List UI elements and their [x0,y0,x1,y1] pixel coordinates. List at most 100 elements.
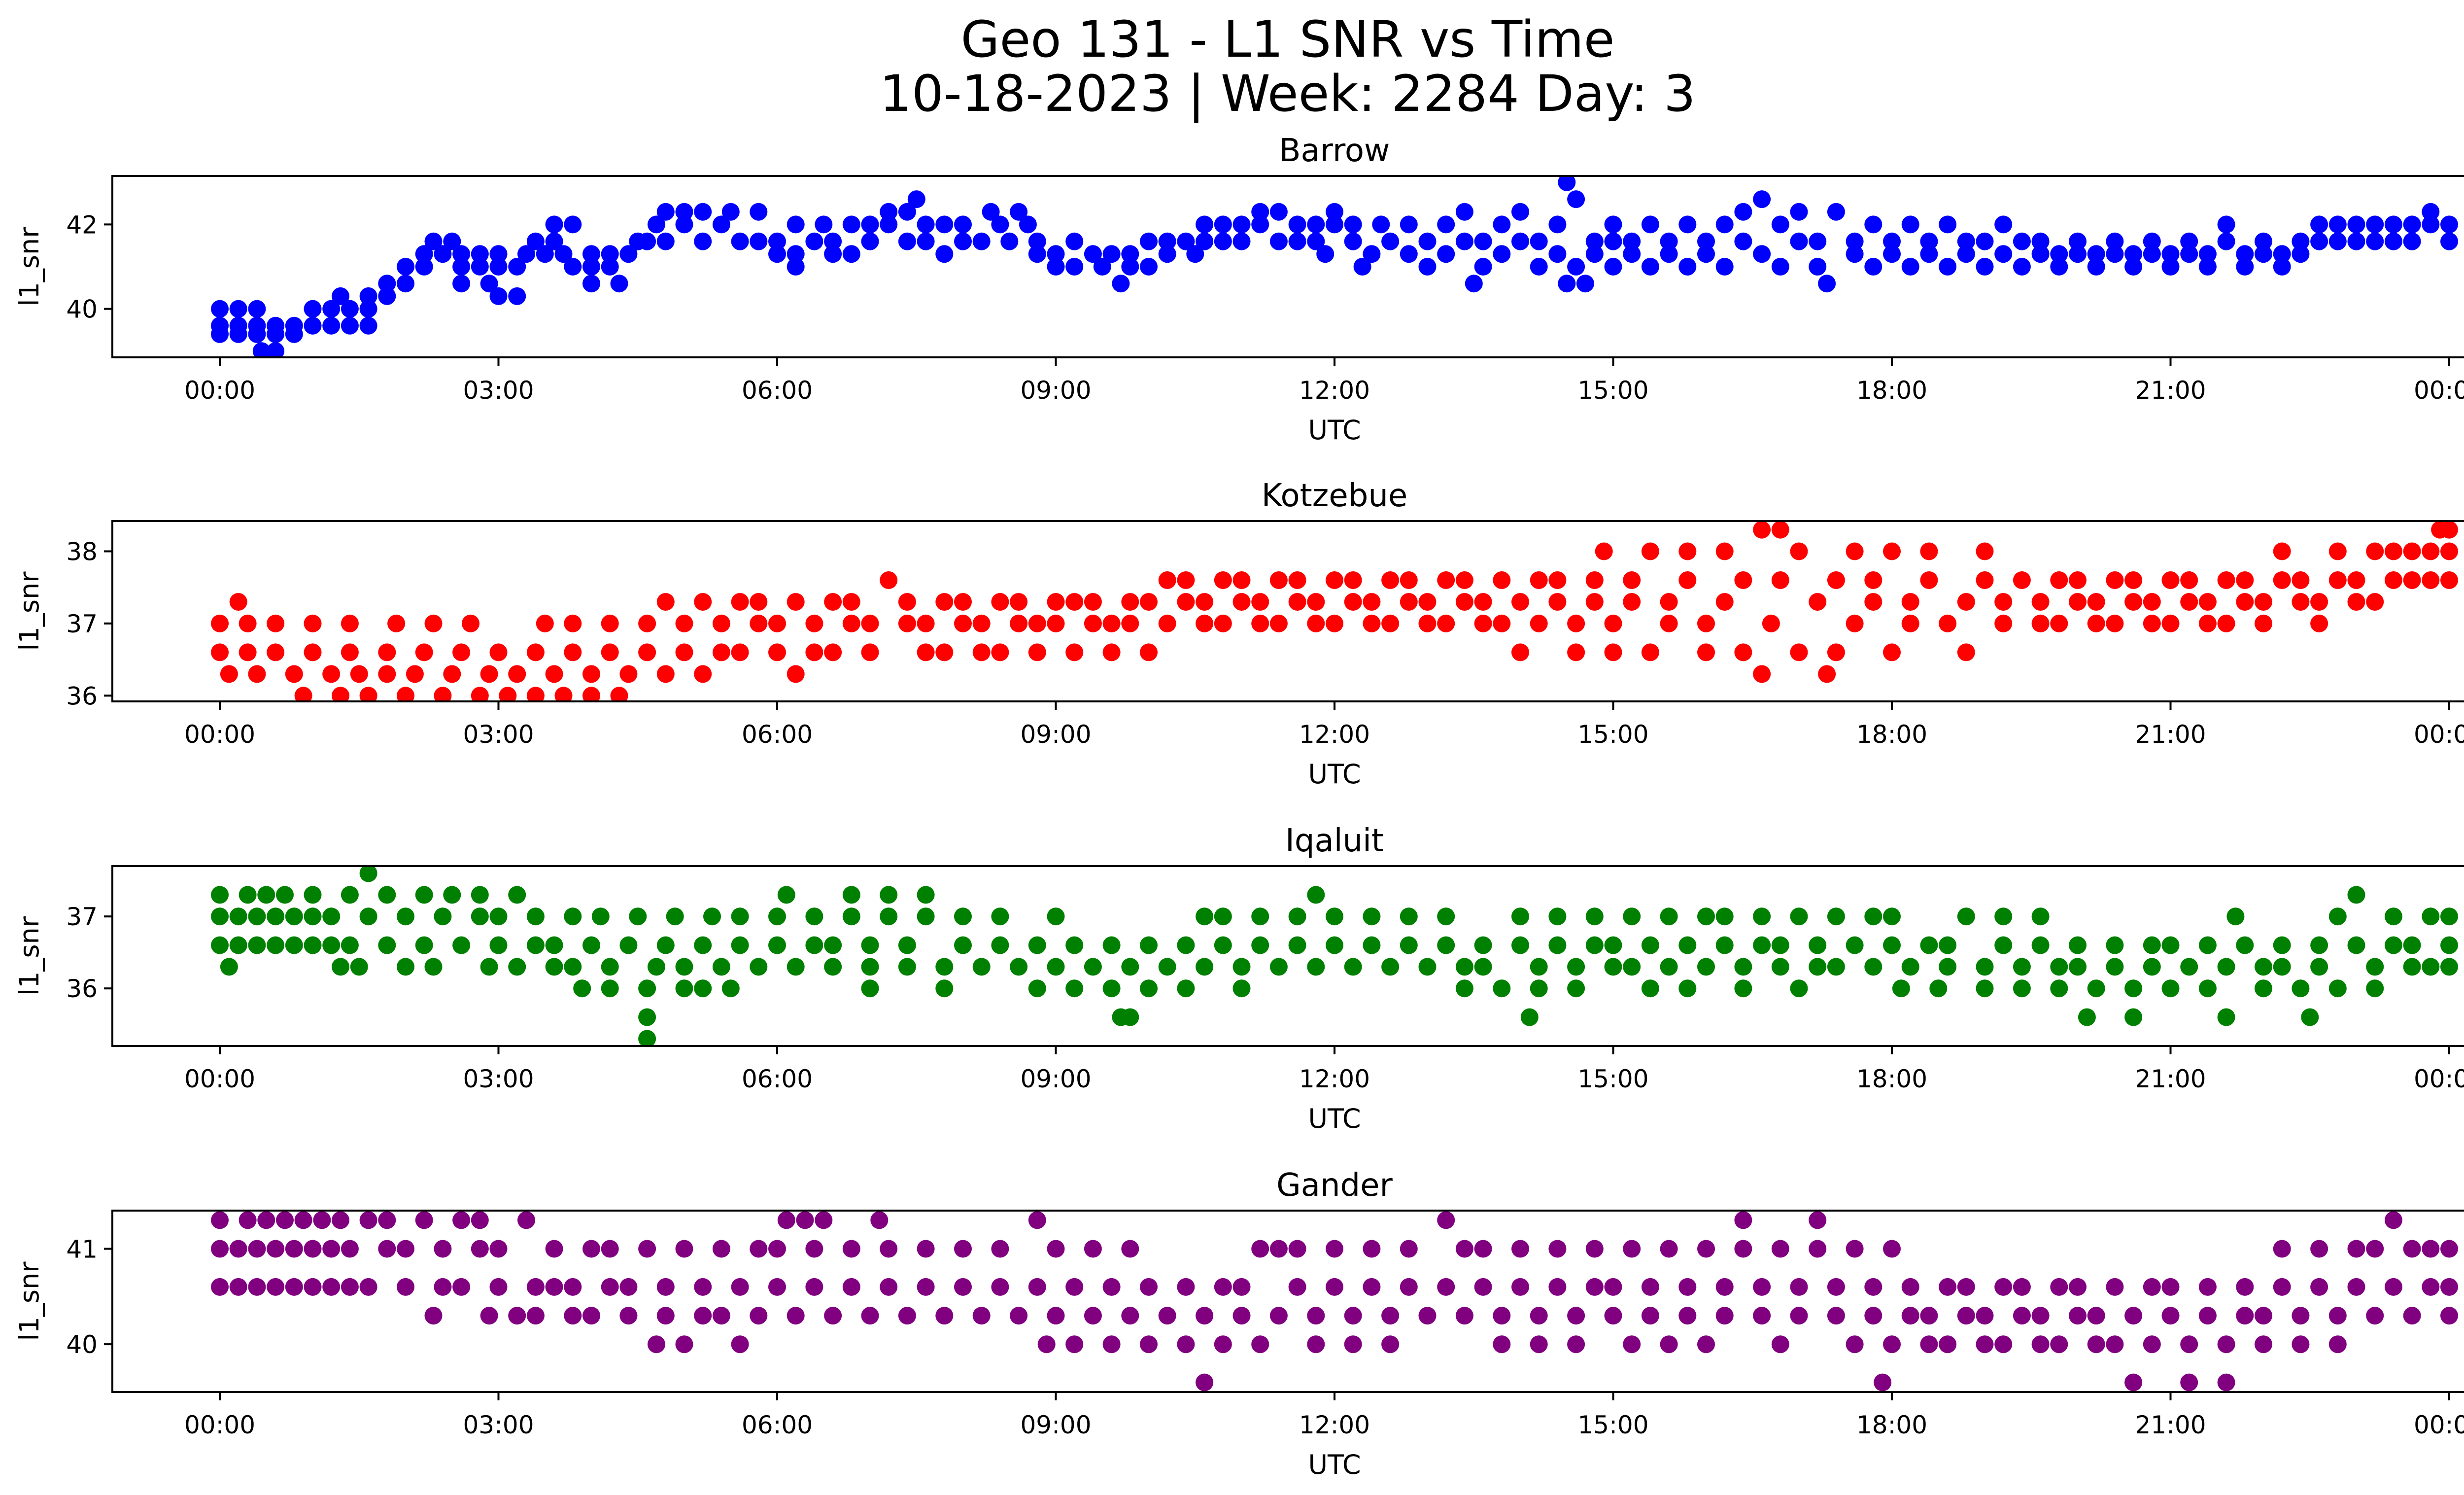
data-point [1437,1211,1455,1229]
data-point [750,614,768,632]
data-point [1326,1240,1343,1258]
data-point [1363,936,1381,954]
data-point [2403,936,2421,954]
data-point [805,614,823,632]
data-point [1065,258,1084,276]
data-point [1660,958,1678,976]
x-tick-label: 21:00 [2135,1411,2206,1439]
data-point [907,190,925,209]
data-point [638,979,656,998]
data-point [1344,1335,1362,1354]
data-point [2143,936,2161,954]
data-point [1084,614,1102,632]
data-point [545,1278,563,1296]
x-axis-label: UTC [1308,1103,1361,1134]
data-point [1158,571,1176,589]
data-point [304,936,322,954]
data-point [2087,245,2105,263]
data-point [1715,1307,1734,1325]
data-point [1363,1278,1381,1296]
data-point [712,1307,730,1325]
data-point [787,245,805,263]
data-point [2236,593,2254,611]
data-point [1753,936,1771,954]
data-point [2366,979,2384,998]
data-point [545,1240,563,1258]
data-point [731,643,749,661]
data-point [2328,571,2347,589]
data-point [424,232,443,250]
data-point [1901,593,1919,611]
data-point [1400,245,1418,263]
data-point [304,643,322,661]
data-point [1493,245,1511,263]
data-point [1010,1307,1028,1325]
data-point [1641,258,1659,276]
data-point [954,215,972,234]
data-point [1994,907,2013,926]
subplot-gander: Gander 00:00 03:00 06:00 09:00 12:00 15:00 18:0… [14,1167,2464,1480]
data-point [1901,1307,1919,1325]
data-point [536,245,554,263]
data-point [332,958,349,976]
data-point [861,958,879,976]
data-point [434,245,452,263]
data-point [508,886,526,904]
data-point [861,614,879,632]
data-point [1474,936,1492,954]
data-point [1790,542,1808,560]
data-point [917,614,935,632]
data-point [601,614,619,632]
data-point [1790,203,1808,221]
data-point [2013,258,2031,276]
data-point [861,936,879,954]
data-point [582,245,600,263]
data-point [1140,979,1158,998]
data-point [610,687,628,701]
data-point [1734,232,1752,250]
y-tick-label: 42 [66,210,98,239]
data-point [1251,1240,1269,1258]
data-point [1864,571,1882,589]
data-point [378,665,396,683]
data-point [656,1307,675,1325]
data-point [248,1278,266,1296]
data-point [2422,542,2440,560]
x-tick-label: 12:00 [1299,1411,1370,1439]
data-point [397,258,414,276]
data-point [322,1278,341,1296]
data-point [1846,936,1864,954]
data-point [1363,1240,1381,1258]
data-point [452,643,471,661]
data-point [1363,593,1381,611]
data-point [1232,1307,1251,1325]
x-tick-label: 21:00 [2135,376,2206,405]
data-point [526,1278,545,1296]
data-point [1939,258,1957,276]
data-point [2031,232,2050,250]
data-point [898,1307,916,1325]
data-point [1864,1278,1882,1296]
data-point [619,1278,638,1296]
data-point [880,1278,898,1296]
data-point [1771,521,1789,539]
data-point [1232,1278,1251,1296]
data-point [1307,886,1325,904]
data-point [1976,542,1994,560]
axes-frame [111,520,2464,702]
data-point [1957,1307,1975,1325]
data-point [2328,1307,2347,1325]
data-point [2069,571,2087,589]
data-point [294,1211,312,1229]
data-point [1400,1240,1418,1258]
data-point [1976,1307,1994,1325]
data-point [777,886,795,904]
data-point [1214,232,1232,250]
data-point [880,886,898,904]
data-point [2310,1240,2328,1258]
data-point [1790,907,1808,926]
data-point [2328,1335,2347,1354]
y-tick-label: 41 [66,1235,98,1263]
data-point [489,1240,508,1258]
data-point [1994,593,2013,611]
